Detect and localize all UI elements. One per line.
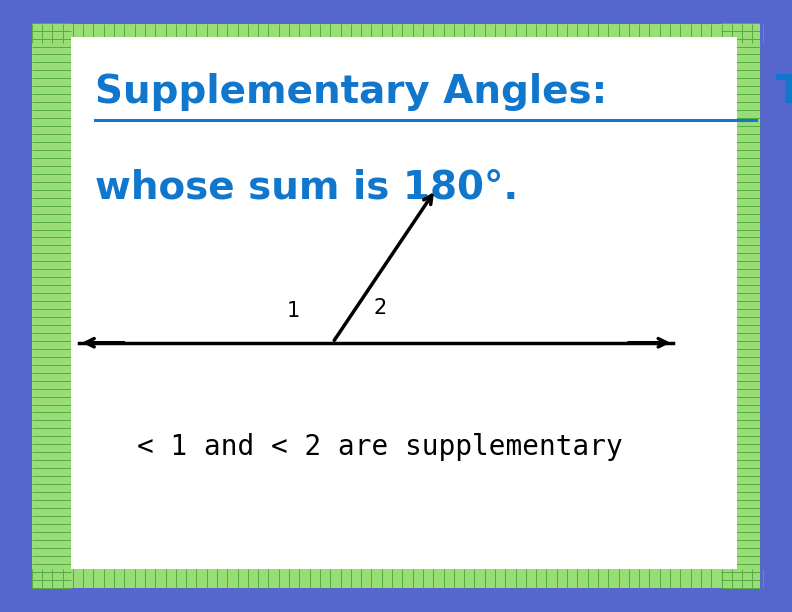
Text: Two angles: Two angles [763,73,792,111]
Text: < 1 and < 2 are supplementary: < 1 and < 2 are supplementary [137,433,623,461]
Text: 1: 1 [287,301,299,321]
Text: Supplementary Angles:: Supplementary Angles: [95,73,607,111]
Text: whose sum is 180°.: whose sum is 180°. [95,168,518,206]
Text: 2: 2 [374,298,386,318]
Bar [71,37,737,569]
